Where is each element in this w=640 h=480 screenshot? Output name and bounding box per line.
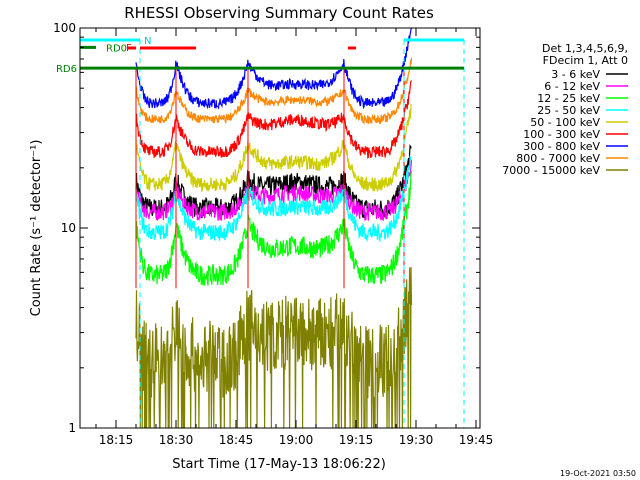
axes: 18:15 18:30 18:45 19:00 19:15 19:30 19:45 1 10 10… xyxy=(53,21,493,447)
timestamp: 19-Oct-2021 03:50 xyxy=(560,469,636,478)
legend-label-5: 100 - 300 keV xyxy=(523,128,600,141)
x-tick-label-0: 18:15 xyxy=(99,433,134,447)
x-axis-label: Start Time (17-May-13 18:06:22) xyxy=(172,457,386,472)
series-line-8 xyxy=(135,266,413,429)
series-line-4 xyxy=(135,103,412,193)
y-tick-label-1: 10 xyxy=(61,221,76,235)
x-tick-label-6: 19:45 xyxy=(459,433,494,447)
x-tick-label-2: 18:45 xyxy=(219,433,254,447)
series-line-3 xyxy=(135,155,412,243)
series-line-5 xyxy=(135,80,413,159)
x-tick-label-5: 19:30 xyxy=(399,433,434,447)
chart-title: RHESSI Observing Summary Count Rates xyxy=(124,4,434,22)
legend-label-2: 12 - 25 keV xyxy=(537,92,600,105)
y-axis-label: Count Rate (s⁻¹ detector⁻¹) xyxy=(29,140,44,317)
x-tick-label-4: 19:15 xyxy=(339,433,374,447)
flare-label: F xyxy=(126,43,132,54)
y-tick-label-2: 100 xyxy=(53,21,76,35)
legend-header-1: FDecim 1, Att 0 xyxy=(543,54,628,67)
legend-header-0: Det 1,3,4,5,6,9, xyxy=(542,42,628,55)
legend-label-0: 3 - 6 keV xyxy=(551,68,600,81)
legend: Det 1,3,4,5,6,9,FDecim 1, Att 03 - 6 keV… xyxy=(502,42,628,177)
x-tick-label-1: 18:30 xyxy=(159,433,194,447)
series-line-7 xyxy=(135,57,413,125)
rd0-label: RD0 xyxy=(106,43,127,54)
legend-label-1: 6 - 12 keV xyxy=(544,80,600,93)
legend-label-8: 7000 - 15000 keV xyxy=(502,164,600,177)
night-label: N xyxy=(144,36,151,47)
y-tick-label-0: 1 xyxy=(68,421,76,435)
legend-label-6: 300 - 800 keV xyxy=(523,140,600,153)
legend-label-7: 800 - 7000 keV xyxy=(516,152,600,165)
series-line-6 xyxy=(135,27,413,110)
rd6-label: RD6 xyxy=(56,64,77,75)
x-tick-label-3: 19:00 xyxy=(279,433,314,447)
legend-label-3: 25 - 50 keV xyxy=(537,104,600,117)
series-line-0 xyxy=(135,144,412,219)
legend-label-4: 50 - 100 keV xyxy=(530,116,600,129)
series-line-2 xyxy=(135,170,413,286)
